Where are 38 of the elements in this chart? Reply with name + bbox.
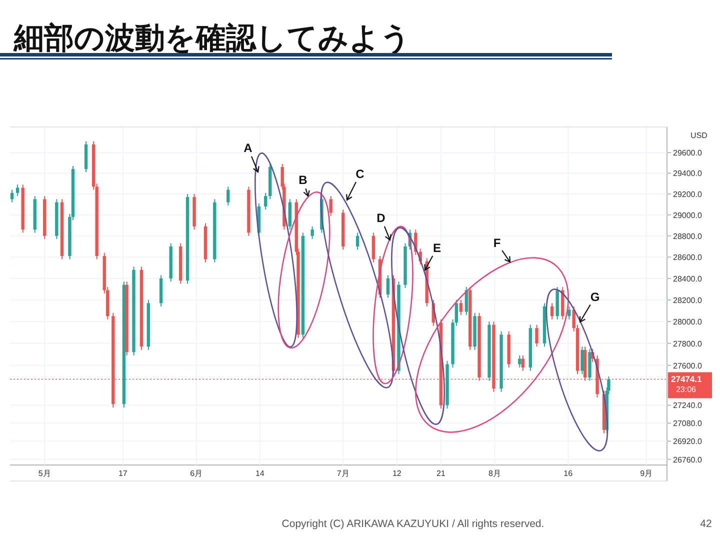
y-tick-label: 29000.0 [673, 210, 702, 220]
annotation: F [493, 236, 501, 250]
text: 42 [700, 518, 712, 530]
y-tick-label: 27240.0 [673, 401, 702, 410]
x-tick-label: 12 [392, 469, 402, 478]
text: Copyright (C) ARIKAWA KAZUYUKI / All rights reserved. [282, 518, 544, 530]
x-tick-label: 6月 [190, 469, 203, 478]
ref-line-label: 27474.1 [671, 374, 702, 384]
annotation: B [298, 173, 308, 187]
x-tick-label: 17 [118, 469, 128, 478]
x-tick-label: 14 [255, 469, 265, 478]
title: 細部の波動を確認してみよう [14, 22, 411, 55]
text: USD [690, 131, 708, 140]
y-tick-label: 26920.0 [673, 437, 702, 446]
y-tick-label: 28600.0 [673, 253, 702, 262]
y-tick-label: 26760.0 [673, 455, 702, 464]
x-tick-label: 21 [436, 469, 446, 478]
y-tick-label: 28800.0 [673, 232, 702, 241]
y-tick-label: 28200.0 [673, 296, 702, 305]
annotation: C [356, 167, 365, 181]
annotation: D [376, 211, 386, 225]
text: 23:06 [676, 385, 697, 394]
annotation: G [590, 290, 600, 304]
y-tick-label: 28400.0 [673, 274, 702, 284]
annotation: E [432, 241, 442, 255]
y-tick-label: 29600.0 [673, 148, 702, 158]
x-tick-label: 8月 [488, 469, 501, 478]
x-tick-label: 9月 [640, 469, 653, 478]
y-tick-label: 29400.0 [673, 169, 702, 178]
y-tick-label: 27600.0 [673, 361, 702, 370]
y-tick-label: 27080.0 [673, 419, 702, 428]
y-tick-label: 29200.0 [673, 190, 702, 199]
annotation: A [244, 141, 253, 155]
x-tick-label: 16 [564, 469, 574, 478]
y-tick-label: 28000.0 [673, 318, 702, 327]
x-tick-label: 7月 [336, 469, 350, 478]
x-tick-label: 5月 [38, 469, 51, 478]
y-tick-label: 27800.0 [673, 339, 702, 348]
